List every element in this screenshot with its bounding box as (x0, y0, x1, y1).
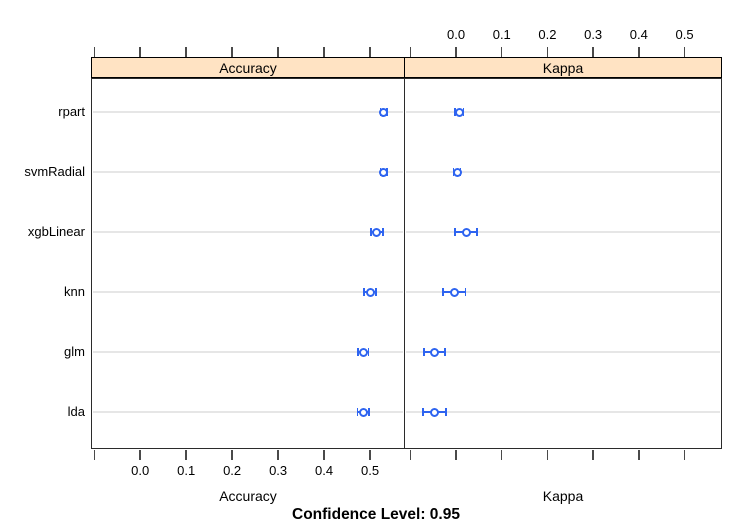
top-axis-tick (277, 47, 279, 57)
gridline-xgbLinear-accuracy (93, 231, 403, 233)
y-axis-label-lda: lda (67, 404, 85, 419)
gridline-glm-accuracy (93, 351, 403, 353)
data-point-rpart-kappa (454, 107, 464, 117)
top-axis-tick-label: 0.3 (584, 27, 603, 42)
ci-cap-lower (356, 408, 359, 416)
top-axis-tick (455, 47, 457, 57)
data-point-rpart-accuracy (379, 107, 389, 117)
data-point-xgbLinear-accuracy (372, 227, 382, 237)
bottom-axis-tick (638, 450, 640, 460)
bottom-axis-tick-label: 0.4 (315, 463, 334, 478)
data-point-lda-accuracy (358, 407, 368, 417)
top-axis-tick (683, 47, 686, 57)
x-axis-title-kappa: Kappa (542, 488, 584, 504)
confidence-level-caption: Confidence Level: 0.95 (292, 506, 460, 523)
gridline-svmRadial-accuracy (93, 171, 403, 173)
strip-kappa-label: Kappa (542, 59, 584, 76)
bottom-axis-tick (409, 450, 412, 460)
x-axis-title-accuracy: Accuracy (219, 488, 277, 504)
bottom-axis-tick (323, 450, 325, 460)
gridline-knn-accuracy (93, 291, 403, 293)
top-axis-tick (501, 47, 503, 57)
top-axis-tick (638, 47, 640, 57)
ci-cap-upper (445, 408, 447, 416)
data-point-knn-accuracy (365, 287, 375, 297)
panel-accuracy (91, 78, 405, 449)
data-point-svmRadial-accuracy (379, 167, 389, 177)
gridline-rpart-kappa (406, 111, 720, 113)
bottom-axis-tick (501, 450, 503, 460)
ci-cap-lower (370, 228, 372, 236)
bottom-axis-tick-label: 0.2 (223, 463, 242, 478)
bottom-axis-tick-label: 0.1 (177, 463, 196, 478)
ci-cap-upper (382, 228, 384, 236)
bottom-axis-tick-label: 0.3 (269, 463, 288, 478)
ci-cap-lower (421, 408, 424, 416)
top-axis-tick (185, 47, 187, 57)
data-point-glm-accuracy (358, 347, 368, 357)
gridline-svmRadial-kappa (406, 171, 720, 173)
gridline-xgbLinear-kappa (406, 231, 720, 233)
strip-accuracy-label: Accuracy (219, 59, 277, 76)
bottom-axis-tick (592, 450, 594, 460)
gridline-knn-kappa (406, 291, 720, 293)
ci-cap-upper (375, 288, 377, 296)
ci-cap-upper (476, 228, 478, 236)
top-axis-tick-label: 0.4 (629, 27, 648, 42)
top-axis-tick-label: 0.2 (538, 27, 557, 42)
ci-cap-lower (357, 348, 359, 356)
strip-kappa: Kappa (404, 57, 722, 78)
top-axis-tick (369, 47, 371, 57)
data-point-xgbLinear-kappa (461, 227, 471, 237)
top-axis-tick (409, 47, 412, 57)
ci-cap-lower (454, 228, 456, 236)
data-point-knn-kappa (449, 287, 459, 297)
data-point-glm-kappa (429, 347, 439, 357)
data-point-lda-kappa (429, 407, 439, 417)
strip-accuracy: Accuracy (91, 57, 405, 78)
top-axis-tick (139, 47, 141, 57)
y-axis-label-svmRadial: svmRadial (24, 164, 85, 179)
top-axis-tick (546, 47, 549, 57)
bottom-axis-tick (369, 450, 371, 460)
top-axis-tick-label: 0.0 (447, 27, 466, 42)
gridline-lda-kappa (406, 411, 720, 413)
y-axis-label-xgbLinear: xgbLinear (27, 224, 85, 239)
ci-cap-upper (464, 288, 467, 296)
panel-kappa (404, 78, 722, 449)
bottom-axis-tick-label: 0.5 (361, 463, 380, 478)
bottom-axis-tick (546, 450, 549, 460)
ci-cap-lower (363, 288, 365, 296)
y-axis-label-knn: knn (64, 284, 85, 299)
ci-cap-upper (444, 348, 446, 356)
data-point-svmRadial-kappa (452, 167, 462, 177)
ci-cap-upper (367, 348, 370, 356)
gridline-rpart-accuracy (93, 111, 403, 113)
ci-cap-upper (368, 408, 370, 416)
bottom-axis-tick (185, 450, 187, 460)
bottom-axis-tick (231, 450, 233, 460)
bottom-axis-tick (93, 450, 95, 460)
bottom-axis-tick (139, 450, 141, 460)
top-axis-tick-label: 0.5 (675, 27, 694, 42)
top-axis-tick-label: 0.1 (492, 27, 511, 42)
bottom-axis-tick (683, 450, 686, 460)
y-axis-label-rpart: rpart (58, 104, 85, 119)
y-axis-label-glm: glm (64, 344, 85, 359)
gridline-lda-accuracy (93, 411, 403, 413)
top-axis-tick (93, 47, 95, 57)
ci-cap-lower (423, 348, 425, 356)
top-axis-tick (592, 47, 594, 57)
top-axis-tick (231, 47, 233, 57)
bottom-axis-tick (455, 450, 457, 460)
top-axis-tick (323, 47, 325, 57)
bottom-axis-tick (277, 450, 279, 460)
gridline-glm-kappa (406, 351, 720, 353)
bottom-axis-tick-label: 0.0 (131, 463, 150, 478)
ci-cap-lower (442, 288, 444, 296)
